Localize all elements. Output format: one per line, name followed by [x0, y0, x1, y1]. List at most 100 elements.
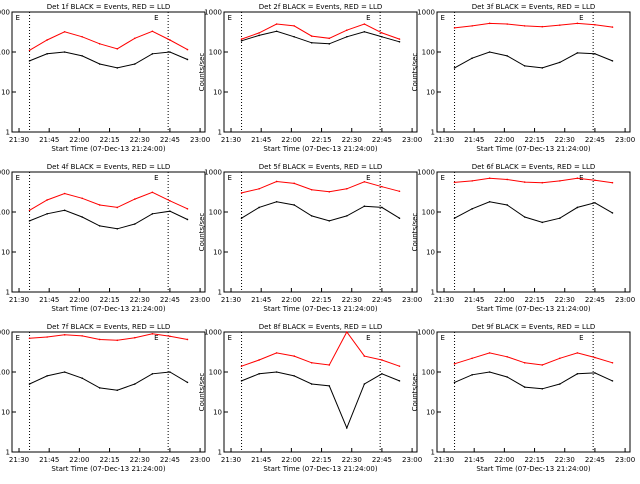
data-point [381, 32, 383, 34]
x-tick-label: 21:45 [39, 296, 59, 304]
data-point [328, 43, 331, 45]
x-tick-label: 22:00 [281, 136, 301, 144]
chart-panel-1: Det 1f BLACK = Events, RED = LLD E E 1 10 100… [0, 3, 210, 153]
y-tick-label: 10 [1, 409, 10, 417]
data-point [63, 334, 66, 336]
series-line-events [241, 201, 400, 222]
y-tick-label: 1000 [204, 329, 222, 337]
chart-title: Det 1f BLACK = Events, RED = LLD [47, 3, 170, 11]
x-tick-label: 22:30 [555, 296, 575, 304]
data-point [46, 213, 48, 215]
data-point [28, 60, 31, 62]
data-point [488, 177, 491, 179]
y-tick-label: 10 [213, 409, 222, 417]
x-tick-label: 21:30 [221, 136, 241, 144]
x-axis-label: Start Time (07-Dec-13 21:24:00) [476, 465, 590, 473]
data-point [488, 352, 491, 354]
data-point [63, 30, 66, 33]
y-tick-label: 1000 [417, 9, 435, 17]
data-point [310, 215, 313, 217]
data-point [98, 387, 101, 389]
marker-label: E [366, 334, 370, 342]
data-point [293, 35, 295, 38]
data-point [293, 204, 295, 206]
data-point [293, 25, 295, 27]
data-point [169, 210, 171, 212]
data-point [559, 24, 561, 26]
data-point [506, 204, 508, 206]
y-tick-label: 1000 [417, 329, 435, 337]
data-point [258, 206, 260, 209]
data-point [363, 30, 366, 33]
data-point [471, 25, 473, 27]
x-tick-label: 22:45 [372, 136, 392, 144]
data-point [453, 217, 456, 219]
x-tick-label: 22:45 [372, 296, 392, 304]
marker-label: E [366, 14, 370, 22]
data-point [398, 40, 401, 43]
x-tick-label: 21:45 [39, 456, 59, 464]
data-point [310, 41, 313, 44]
x-tick-label: 22:00 [281, 296, 301, 304]
data-point [346, 427, 348, 429]
data-point [541, 364, 544, 366]
x-tick-label: 21:30 [434, 136, 454, 144]
y-tick-label: 100 [209, 49, 222, 57]
data-point [169, 200, 171, 202]
chart-title: Det 9f BLACK = Events, RED = LLD [472, 323, 595, 331]
data-point [116, 67, 119, 69]
data-point [310, 361, 313, 364]
data-point [471, 57, 473, 59]
data-point [453, 67, 456, 69]
data-point [381, 35, 383, 38]
chart-title: Det 4f BLACK = Events, RED = LLD [47, 163, 170, 171]
plot-frame [223, 11, 418, 133]
x-tick-label: 22:45 [585, 296, 605, 304]
data-point [293, 182, 295, 185]
data-point [559, 217, 561, 219]
data-point [81, 335, 83, 337]
x-tick-label: 23:00 [402, 456, 422, 464]
x-tick-label: 23:00 [402, 296, 422, 304]
series-line-events [29, 209, 188, 230]
marker-label: E [228, 174, 232, 182]
data-point [98, 225, 101, 227]
marker-label: E [154, 334, 158, 342]
data-point [116, 339, 119, 342]
chart-panel-8: Det 8f BLACK = Events, RED = LLD E E 1 10 100… [198, 323, 422, 473]
x-tick-label: 22:45 [160, 456, 180, 464]
data-point [46, 375, 48, 377]
data-point [398, 38, 401, 40]
data-point [611, 361, 614, 364]
data-point [488, 22, 491, 25]
y-tick-label: 1 [431, 449, 435, 457]
y-tick-label: 10 [213, 249, 222, 257]
data-point [134, 223, 136, 225]
data-point [506, 178, 508, 181]
data-point [293, 375, 295, 377]
y-tick-label: 10 [426, 89, 435, 97]
data-point [471, 208, 473, 210]
y-tick-label: 100 [422, 49, 435, 57]
data-point [576, 352, 579, 354]
data-point [116, 206, 119, 209]
data-point [28, 49, 31, 52]
data-point [594, 372, 596, 374]
y-tick-label: 100 [209, 369, 222, 377]
data-point [541, 388, 544, 390]
y-tick-label: 100 [0, 49, 10, 57]
data-point [541, 67, 544, 69]
chart-title: Det 7f BLACK = Events, RED = LLD [47, 323, 170, 331]
data-point [116, 389, 119, 392]
data-point [275, 200, 278, 203]
series-line-lld [29, 191, 188, 211]
data-point [63, 192, 66, 195]
data-point [594, 356, 596, 359]
series-line-lld [241, 23, 400, 40]
data-point [488, 371, 491, 373]
data-point [398, 190, 401, 193]
x-tick-label: 21:45 [464, 296, 484, 304]
data-point [81, 377, 83, 379]
marker-label: E [154, 174, 158, 182]
series-line-events [454, 201, 613, 223]
